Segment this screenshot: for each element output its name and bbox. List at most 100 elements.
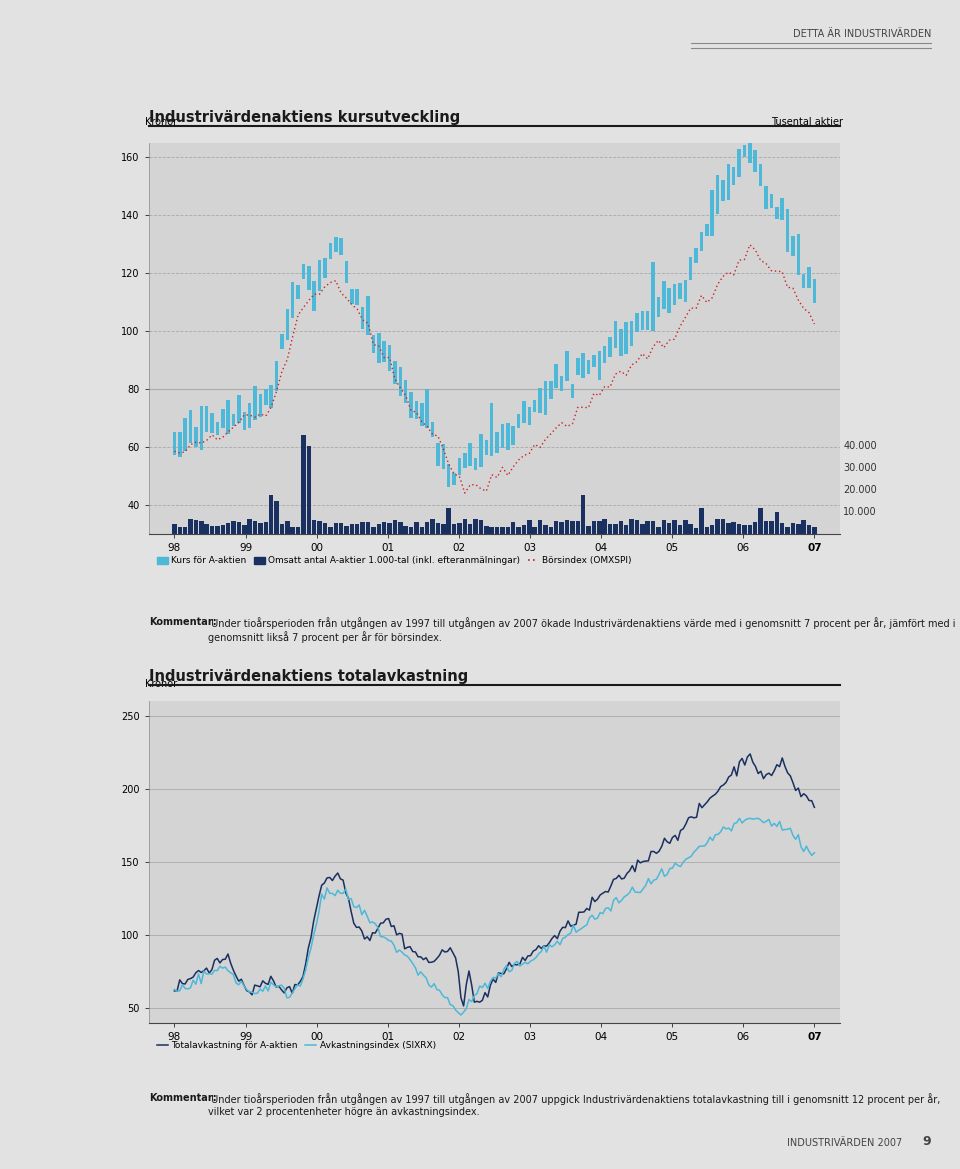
Bar (215, 526, 220, 534)
Bar (802, 520, 805, 534)
Bar (694, 248, 698, 263)
Bar (328, 527, 332, 534)
Bar (355, 524, 359, 534)
Bar (333, 524, 338, 534)
Bar (291, 527, 295, 534)
Bar (753, 521, 757, 534)
Bar (780, 524, 784, 534)
Bar (500, 527, 505, 534)
Text: Industrivärdenaktiens totalavkastning: Industrivärdenaktiens totalavkastning (149, 669, 468, 684)
Bar (678, 525, 683, 534)
Bar (764, 186, 768, 209)
Bar (367, 296, 370, 336)
Bar (210, 413, 214, 433)
Text: Kronor: Kronor (145, 678, 178, 689)
Bar (382, 523, 386, 534)
Bar (609, 337, 612, 357)
Bar (597, 520, 602, 534)
Bar (275, 502, 278, 534)
Bar (657, 527, 660, 534)
Bar (355, 290, 359, 305)
Bar (538, 520, 542, 534)
Bar (490, 403, 493, 456)
Bar (258, 394, 262, 417)
Text: Tusental aktier: Tusental aktier (772, 117, 844, 127)
Bar (301, 264, 305, 279)
Bar (270, 385, 273, 408)
Bar (199, 521, 204, 534)
Bar (264, 389, 268, 406)
Bar (183, 527, 187, 534)
Bar (791, 236, 795, 256)
Bar (533, 527, 537, 534)
Bar (377, 333, 380, 362)
Text: Under tioårsperioden från utgången av 1997 till utgången av 2007 ökade Industriv: Under tioårsperioden från utgången av 19… (208, 617, 956, 643)
Bar (227, 400, 230, 435)
Bar (721, 519, 725, 534)
Bar (388, 345, 392, 371)
Bar (243, 411, 246, 430)
Bar (555, 364, 558, 388)
Bar (479, 520, 483, 534)
Bar (318, 260, 322, 291)
Bar (425, 388, 429, 429)
Bar (394, 361, 396, 383)
Bar (372, 334, 375, 353)
Bar (764, 520, 768, 534)
Bar (194, 427, 198, 448)
Bar (688, 524, 693, 534)
Bar (479, 434, 483, 468)
Bar (646, 311, 649, 330)
Bar (673, 284, 677, 305)
Bar (689, 256, 692, 279)
Bar (576, 358, 580, 375)
Bar (414, 521, 419, 534)
Bar (597, 351, 601, 380)
Bar (312, 520, 317, 534)
Bar (172, 524, 177, 534)
Bar (516, 527, 521, 534)
Text: 40.000: 40.000 (843, 441, 876, 451)
Bar (301, 435, 305, 534)
Bar (221, 409, 225, 428)
Bar (345, 526, 348, 534)
Bar (775, 512, 779, 534)
Bar (280, 334, 284, 348)
Bar (582, 353, 585, 378)
Bar (812, 279, 816, 304)
Bar (403, 526, 408, 534)
Bar (560, 523, 564, 534)
Bar (672, 520, 677, 534)
Bar (237, 395, 241, 423)
Bar (570, 521, 575, 534)
Bar (807, 267, 811, 289)
Bar (409, 527, 413, 534)
Bar (221, 525, 225, 534)
Bar (564, 520, 569, 534)
Bar (560, 376, 564, 390)
Bar (521, 525, 526, 534)
Bar (366, 523, 371, 534)
Bar (732, 166, 735, 185)
Bar (291, 282, 295, 318)
Bar (269, 494, 274, 534)
Text: INDUSTRIVÄRDEN 2007: INDUSTRIVÄRDEN 2007 (787, 1137, 902, 1148)
Bar (758, 507, 763, 534)
Bar (442, 444, 445, 469)
Bar (376, 525, 381, 534)
Bar (657, 297, 660, 317)
Bar (565, 351, 568, 381)
Bar (231, 414, 235, 427)
Bar (204, 524, 209, 534)
Bar (791, 523, 795, 534)
Bar (592, 355, 595, 367)
Bar (667, 524, 671, 534)
Bar (645, 521, 650, 534)
Bar (349, 524, 354, 534)
Bar (661, 520, 666, 534)
Bar (204, 406, 208, 433)
Text: 9: 9 (923, 1135, 931, 1148)
Bar (253, 386, 257, 421)
Bar (340, 238, 343, 255)
Bar (323, 524, 327, 534)
